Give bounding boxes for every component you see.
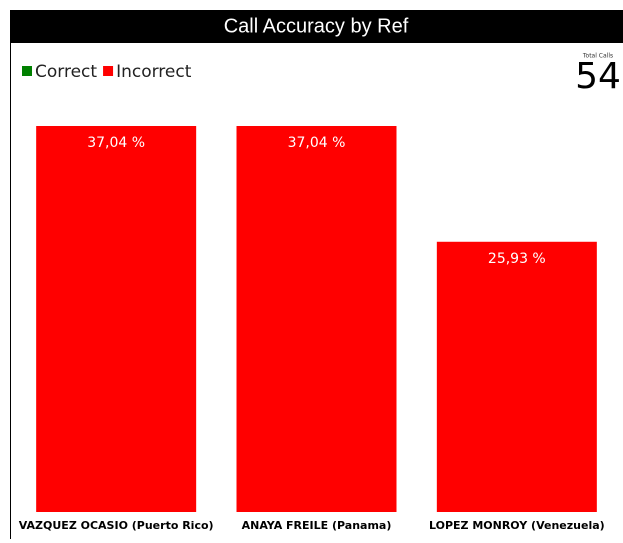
x-tick-label: VAZQUEZ OCASIO (Puerto Rico)	[19, 519, 214, 532]
legend-label: Incorrect	[116, 62, 192, 82]
bar	[36, 126, 197, 512]
bar	[236, 126, 397, 512]
legend-swatch	[22, 66, 32, 76]
chart-title: Call Accuracy by Ref	[224, 15, 409, 37]
data-label: 25,93 %	[488, 251, 546, 267]
x-tick-label: LOPEZ MONROY (Venezuela)	[429, 519, 605, 532]
data-label: 37,04 %	[288, 135, 346, 151]
legend-swatch	[103, 66, 114, 76]
x-tick-label: ANAYA FREILE (Panama)	[242, 519, 392, 532]
title-bar	[10, 10, 623, 43]
legend-label: Correct	[35, 62, 97, 82]
bar	[436, 241, 597, 512]
data-label: 37,04 %	[87, 135, 145, 151]
kpi-value: 54	[575, 56, 621, 97]
kpi-label: Total Calls	[582, 53, 613, 60]
